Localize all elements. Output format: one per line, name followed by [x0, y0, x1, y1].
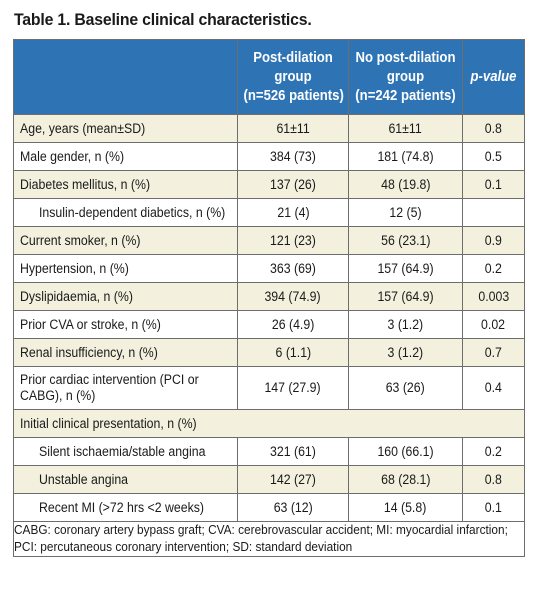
row-label: Silent ischaemia/stable angina	[13, 437, 238, 466]
cell-p-value	[462, 198, 525, 227]
table-footnote: CABG: coronary artery bypass graft; CVA:…	[13, 521, 525, 557]
cell-no-post-dilation: 61±11	[348, 114, 463, 143]
row-label: Male gender, n (%)	[13, 142, 238, 171]
cell-no-post-dilation: 68 (28.1)	[348, 465, 463, 494]
section-label: Initial clinical presentation, n (%)	[13, 409, 525, 438]
table-row: Hypertension, n (%) 363 (69) 157 (64.9) …	[13, 254, 525, 283]
cell-p-value: 0.1	[462, 170, 525, 199]
cell-post-dilation: 384 (73)	[237, 142, 349, 171]
header-no-post-dilation-line-1: No post-dilation	[355, 49, 456, 66]
cell-post-dilation: 26 (4.9)	[237, 310, 349, 339]
table-row: Renal insufficiency, n (%) 6 (1.1) 3 (1.…	[13, 338, 525, 367]
cell-post-dilation: 121 (23)	[237, 226, 349, 255]
table-row: Age, years (mean±SD) 61±11 61±11 0.8	[13, 114, 525, 143]
cell-p-value: 0.8	[462, 114, 525, 143]
header-no-post-dilation: No post-dilation group (n=242 patients)	[348, 39, 463, 115]
row-label: Hypertension, n (%)	[13, 254, 238, 283]
table-row: Initial clinical presentation, n (%)	[13, 409, 525, 438]
table-row: Prior CVA or stroke, n (%) 26 (4.9) 3 (1…	[13, 310, 525, 339]
cell-p-value: 0.9	[462, 226, 525, 255]
cell-no-post-dilation: 3 (1.2)	[348, 310, 463, 339]
cell-no-post-dilation: 160 (66.1)	[348, 437, 463, 466]
cell-no-post-dilation: 3 (1.2)	[348, 338, 463, 367]
header-no-post-dilation-line-3: (n=242 patients)	[355, 87, 456, 104]
table-row: Silent ischaemia/stable angina 321 (61) …	[13, 437, 525, 466]
table-footnote-row: CABG: coronary artery bypass graft; CVA:…	[13, 521, 525, 557]
header-post-dilation-line-2: group	[274, 68, 312, 85]
cell-post-dilation: 147 (27.9)	[237, 366, 349, 410]
row-label: Diabetes mellitus, n (%)	[13, 170, 238, 199]
row-label: Current smoker, n (%)	[13, 226, 238, 255]
cell-post-dilation: 363 (69)	[237, 254, 349, 283]
table-header-row: Post-dilation group (n=526 patients) No …	[13, 39, 525, 115]
table-row: Prior cardiac intervention (PCI or CABG)…	[13, 366, 525, 410]
cell-post-dilation: 61±11	[237, 114, 349, 143]
row-label: Renal insufficiency, n (%)	[13, 338, 238, 367]
row-label: Dyslipidaemia, n (%)	[13, 282, 238, 311]
table-row: Male gender, n (%) 384 (73) 181 (74.8) 0…	[13, 142, 525, 171]
cell-no-post-dilation: 56 (23.1)	[348, 226, 463, 255]
header-empty-cell	[13, 39, 238, 115]
cell-post-dilation: 394 (74.9)	[237, 282, 349, 311]
cell-post-dilation: 6 (1.1)	[237, 338, 349, 367]
row-label: Recent MI (>72 hrs <2 weeks)	[13, 493, 238, 522]
header-no-post-dilation-line-2: group	[386, 68, 425, 85]
cell-no-post-dilation: 63 (26)	[348, 366, 463, 410]
cell-no-post-dilation: 157 (64.9)	[348, 254, 463, 283]
header-p-value: p-value	[462, 39, 525, 115]
cell-p-value: 0.8	[462, 465, 525, 494]
cell-post-dilation: 142 (27)	[237, 465, 349, 494]
cell-p-value: 0.4	[462, 366, 525, 410]
header-p-value-label: p-value	[470, 68, 517, 85]
row-label: Unstable angina	[13, 465, 238, 494]
cell-no-post-dilation: 12 (5)	[348, 198, 463, 227]
row-label: Prior CVA or stroke, n (%)	[13, 310, 238, 339]
table-row: Unstable angina 142 (27) 68 (28.1) 0.8	[13, 465, 525, 494]
cell-post-dilation: 21 (4)	[237, 198, 349, 227]
cell-p-value: 0.5	[462, 142, 525, 171]
cell-p-value: 0.2	[462, 437, 525, 466]
cell-p-value: 0.1	[462, 493, 525, 522]
row-label: Insulin-dependent diabetics, n (%)	[13, 198, 238, 227]
baseline-characteristics-table: Post-dilation group (n=526 patients) No …	[13, 39, 525, 557]
table-row: Dyslipidaemia, n (%) 394 (74.9) 157 (64.…	[13, 282, 525, 311]
header-post-dilation: Post-dilation group (n=526 patients)	[237, 39, 349, 115]
cell-p-value: 0.02	[462, 310, 525, 339]
cell-post-dilation: 321 (61)	[237, 437, 349, 466]
row-label: Prior cardiac intervention (PCI or CABG)…	[13, 366, 238, 410]
header-post-dilation-line-1: Post-dilation	[253, 49, 333, 66]
cell-no-post-dilation: 48 (19.8)	[348, 170, 463, 199]
table-row: Insulin-dependent diabetics, n (%) 21 (4…	[13, 198, 525, 227]
cell-post-dilation: 137 (26)	[237, 170, 349, 199]
table-row: Current smoker, n (%) 121 (23) 56 (23.1)…	[13, 226, 525, 255]
cell-p-value: 0.003	[462, 282, 525, 311]
cell-p-value: 0.7	[462, 338, 525, 367]
cell-no-post-dilation: 157 (64.9)	[348, 282, 463, 311]
table-row: Diabetes mellitus, n (%) 137 (26) 48 (19…	[13, 170, 525, 199]
cell-p-value: 0.2	[462, 254, 525, 283]
table-row: Recent MI (>72 hrs <2 weeks) 63 (12) 14 …	[13, 493, 525, 522]
cell-post-dilation: 63 (12)	[237, 493, 349, 522]
header-post-dilation-line-3: (n=526 patients)	[243, 87, 344, 104]
footnote-text: CABG: coronary artery bypass graft; CVA:…	[14, 523, 508, 554]
table-title: Table 1. Baseline clinical characteristi…	[14, 10, 312, 29]
cell-no-post-dilation: 181 (74.8)	[348, 142, 463, 171]
cell-no-post-dilation: 14 (5.8)	[348, 493, 463, 522]
row-label: Age, years (mean±SD)	[13, 114, 238, 143]
